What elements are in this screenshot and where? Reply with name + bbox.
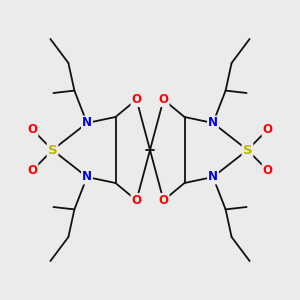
Text: O: O <box>131 194 142 207</box>
Text: S: S <box>243 143 252 157</box>
Text: O: O <box>158 93 169 106</box>
Text: N: N <box>82 116 92 130</box>
Text: O: O <box>27 123 38 136</box>
Text: O: O <box>158 194 169 207</box>
Text: S: S <box>48 143 57 157</box>
Text: N: N <box>208 116 218 130</box>
Text: N: N <box>208 170 218 184</box>
Text: O: O <box>262 164 273 177</box>
Text: N: N <box>82 170 92 184</box>
Text: O: O <box>131 93 142 106</box>
Text: O: O <box>262 123 273 136</box>
Text: O: O <box>27 164 38 177</box>
